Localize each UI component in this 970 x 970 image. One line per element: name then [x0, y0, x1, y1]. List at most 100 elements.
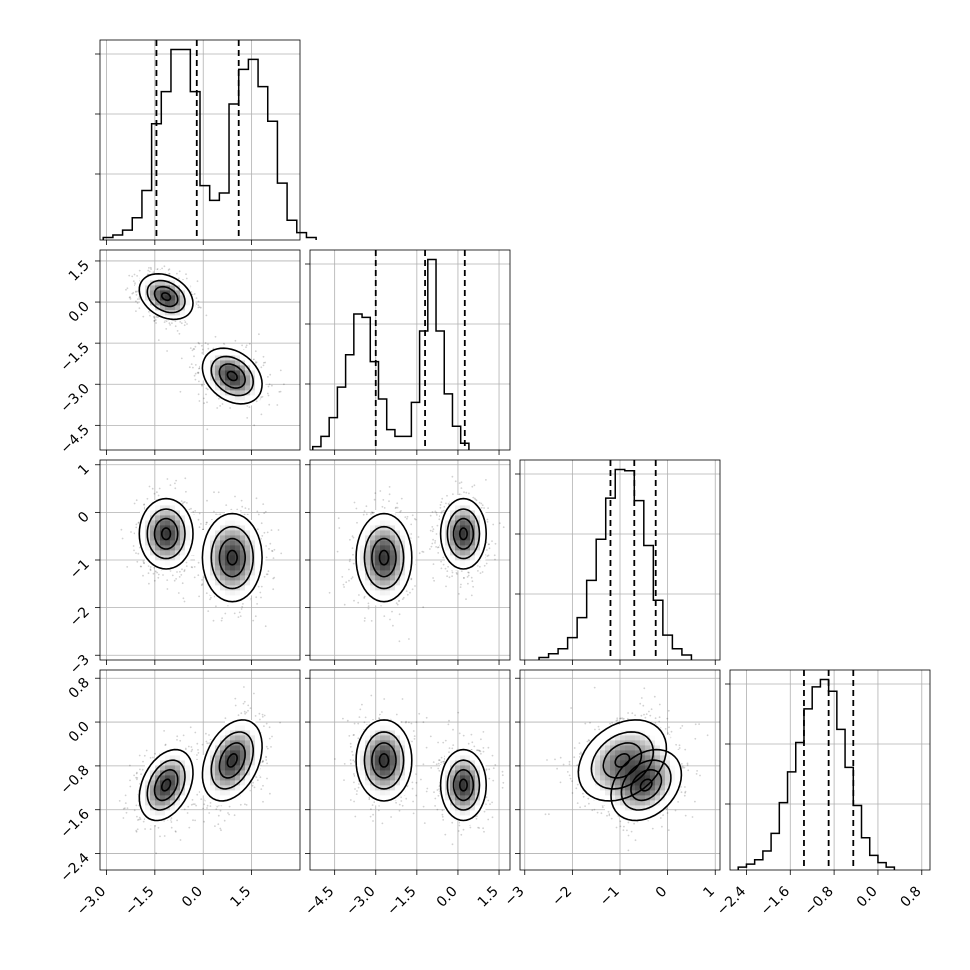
sample-point [374, 492, 377, 494]
density-cell [360, 560, 366, 566]
sample-point [166, 350, 169, 352]
sample-point [444, 567, 447, 570]
sample-point [153, 566, 156, 569]
sample-point [146, 497, 149, 500]
sample-point [267, 376, 269, 378]
sample-point [131, 275, 134, 278]
density-cell [245, 580, 251, 586]
density-cell [360, 545, 366, 551]
sample-point [206, 499, 208, 502]
density-cell [255, 390, 261, 396]
density-cell [150, 530, 156, 536]
sample-point [193, 348, 196, 350]
density-cell [215, 365, 221, 371]
sample-point [205, 592, 208, 595]
density-cell [205, 535, 211, 541]
x-tick-label: 0.0 [854, 884, 881, 911]
sample-point [148, 267, 150, 269]
density-cell [225, 400, 231, 406]
density-cell [155, 555, 161, 561]
sample-point [265, 556, 268, 559]
density-cell [255, 375, 261, 381]
sample-point [363, 597, 366, 599]
density-cell [225, 365, 231, 371]
density-cell [140, 290, 146, 296]
sample-point [254, 350, 257, 353]
density-cell [240, 595, 246, 601]
density-cell [150, 295, 156, 301]
sample-point [363, 510, 366, 513]
density-cell [375, 580, 381, 586]
sample-point [210, 596, 212, 599]
sample-point [467, 571, 469, 574]
density-cell [210, 350, 216, 356]
sample-point [206, 521, 208, 524]
density-cell [355, 545, 361, 551]
density-cell [150, 560, 156, 566]
density-cell [235, 595, 241, 601]
sample-point [351, 576, 354, 578]
density-cell [225, 595, 231, 601]
scatter-layer [328, 475, 505, 643]
density-cell [210, 550, 216, 556]
density-cell [220, 375, 226, 381]
density-cell [160, 270, 166, 276]
sample-point [185, 273, 187, 276]
sample-point [155, 316, 158, 318]
sample-point [388, 500, 390, 503]
density-cell [365, 555, 371, 561]
sample-point [394, 507, 397, 510]
density-cell [150, 535, 156, 541]
density-cell [160, 505, 166, 511]
sample-point [399, 511, 401, 513]
density-cell [380, 550, 386, 556]
density-cell [235, 400, 241, 406]
sample-point [137, 521, 140, 524]
sample-point [411, 514, 414, 517]
sample-point [260, 585, 263, 588]
density-cell [240, 520, 246, 526]
density-cell [210, 575, 216, 581]
sample-point [404, 516, 407, 518]
sample-point [166, 579, 169, 581]
density-cell [165, 520, 171, 526]
density-cell [220, 355, 226, 361]
density-cell [190, 550, 196, 556]
sample-point [193, 355, 195, 358]
density-cell [215, 360, 221, 366]
x-tick-label: −0.8 [802, 884, 837, 919]
sample-point [153, 320, 156, 322]
sample-point [204, 342, 207, 344]
sample-point [156, 571, 159, 574]
sample-point [132, 291, 135, 294]
sample-point [120, 528, 123, 531]
density-cell [230, 535, 236, 541]
sample-point [264, 510, 267, 513]
density-cell [245, 560, 251, 566]
density-cell [185, 530, 191, 536]
sample-point [137, 522, 140, 524]
sample-point [229, 407, 232, 409]
sample-point [480, 502, 483, 505]
density-cell [200, 355, 206, 361]
density-cell [220, 575, 226, 581]
sample-point [193, 576, 196, 579]
sample-point [267, 394, 270, 397]
sample-point [201, 383, 203, 386]
density-cell [255, 565, 261, 571]
sample-point [143, 504, 145, 506]
density-cell [250, 520, 256, 526]
sample-point [458, 482, 461, 484]
density-cell [135, 285, 141, 291]
sample-point [440, 501, 443, 504]
density-cell [170, 290, 176, 296]
sample-point [265, 545, 267, 547]
density-cell [245, 395, 251, 401]
sample-point [195, 303, 198, 305]
sample-point [492, 523, 495, 526]
sample-point [483, 564, 486, 567]
sample-point [442, 509, 445, 512]
density-cell [360, 535, 366, 541]
density-cell [195, 555, 201, 561]
